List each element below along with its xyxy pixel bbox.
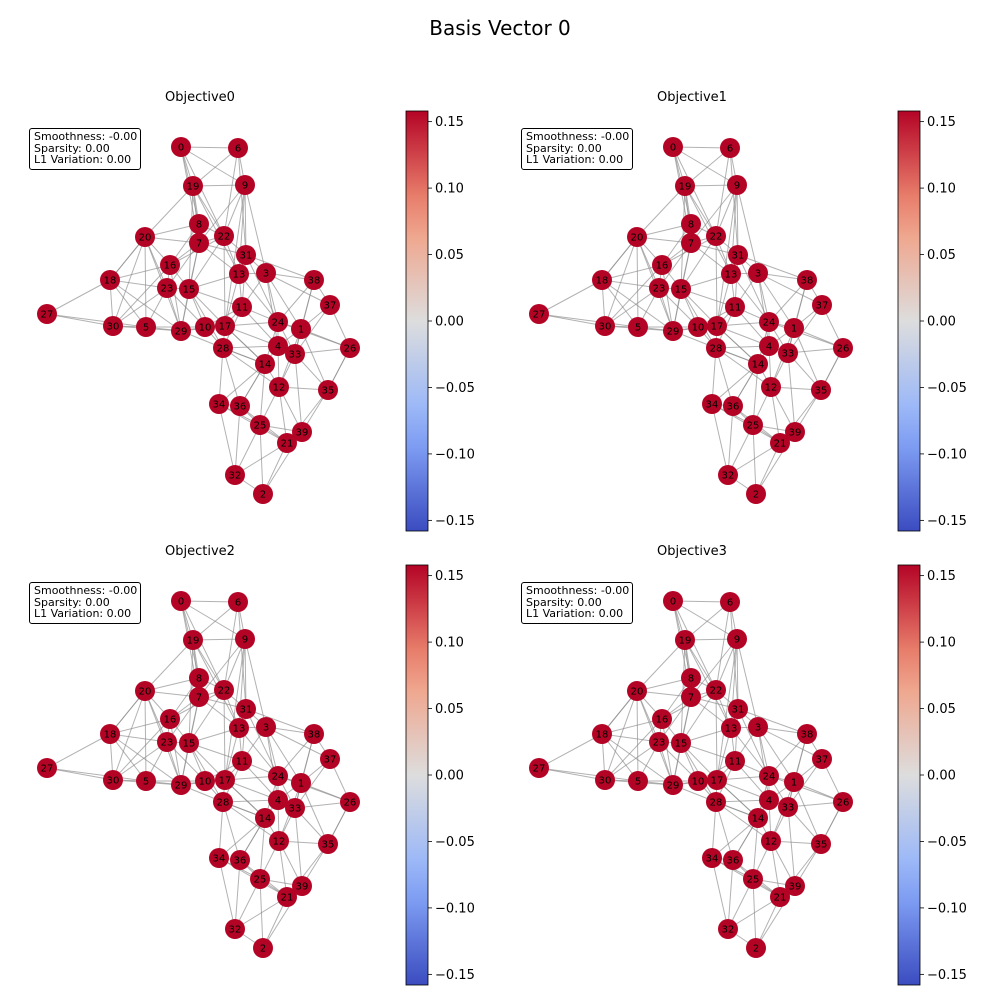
colorbar-tick-label: 0.10 bbox=[435, 636, 464, 651]
stats-l1-variation: L1 Variation: 0.00 bbox=[34, 153, 132, 166]
colorbar-tick-label: 0.15 bbox=[927, 569, 956, 584]
stats-l1-variation: L1 Variation: 0.00 bbox=[34, 607, 132, 620]
colorbar-tick-label: 0.00 bbox=[927, 769, 956, 784]
colorbar-tick-label: 0.15 bbox=[927, 115, 956, 130]
stats-box: Smoothness: -0.00 Sparsity: 0.00 L1 Vari… bbox=[29, 128, 142, 170]
colorbar-tick-label: 0.05 bbox=[927, 702, 956, 717]
colorbar-tick-label: −0.15 bbox=[927, 968, 967, 983]
colorbar-tick-label: −0.10 bbox=[435, 447, 475, 462]
colorbar-tick-label: −0.15 bbox=[435, 968, 475, 983]
colorbar-tick-label: −0.05 bbox=[435, 381, 475, 396]
colorbar-tick-label: −0.05 bbox=[927, 835, 967, 850]
stats-sparsity: Sparsity: 0.00 bbox=[34, 595, 110, 609]
stats-smoothness: Smoothness: -0.00 bbox=[526, 130, 630, 143]
colorbar-tick-label: 0.10 bbox=[435, 182, 464, 197]
panel-title: Objective1 bbox=[657, 90, 727, 105]
colorbar-tick-label: 0.05 bbox=[927, 248, 956, 263]
colorbar-tick-label: 0.05 bbox=[435, 248, 464, 263]
stats-box: Smoothness: -0.00 Sparsity: 0.00 L1 Vari… bbox=[29, 582, 142, 624]
stats-sparsity: Sparsity: 0.00 bbox=[526, 141, 602, 155]
colorbar-tick-label: 0.15 bbox=[435, 115, 464, 130]
stats-smoothness: Smoothness: -0.00 bbox=[34, 130, 138, 143]
colorbar-gradient bbox=[897, 564, 921, 986]
colorbar-tick-label: −0.05 bbox=[435, 835, 475, 850]
stats-sparsity: Sparsity: 0.00 bbox=[34, 141, 110, 155]
stats-box: Smoothness: -0.00 Sparsity: 0.00 L1 Vari… bbox=[521, 128, 634, 170]
stats-sparsity: Sparsity: 0.00 bbox=[526, 595, 602, 609]
figure-title: Basis Vector 0 bbox=[429, 16, 571, 40]
colorbar-tick-label: 0.15 bbox=[435, 569, 464, 584]
colorbar-tick-label: 0.05 bbox=[435, 702, 464, 717]
colorbar-tick-label: 0.10 bbox=[927, 182, 956, 197]
colorbar-tick-label: −0.10 bbox=[435, 901, 475, 916]
panel-title: Objective0 bbox=[165, 90, 235, 105]
colorbar-tick-label: −0.10 bbox=[927, 447, 967, 462]
stats-smoothness: Smoothness: -0.00 bbox=[34, 584, 138, 597]
colorbar-tick-label: −0.05 bbox=[927, 381, 967, 396]
colorbar-tick-label: −0.10 bbox=[927, 901, 967, 916]
stats-l1-variation: L1 Variation: 0.00 bbox=[526, 153, 624, 166]
colorbar-tick-label: 0.00 bbox=[435, 315, 464, 330]
stats-box: Smoothness: -0.00 Sparsity: 0.00 L1 Vari… bbox=[521, 582, 634, 624]
stats-l1-variation: L1 Variation: 0.00 bbox=[526, 607, 624, 620]
colorbar-tick-label: 0.00 bbox=[435, 769, 464, 784]
colorbar-tick-label: 0.10 bbox=[927, 636, 956, 651]
colorbar-tick-label: −0.15 bbox=[435, 514, 475, 529]
colorbar-tick-label: 0.00 bbox=[927, 315, 956, 330]
colorbar-tick-label: −0.15 bbox=[927, 514, 967, 529]
panel-title: Objective2 bbox=[165, 544, 235, 559]
stats-smoothness: Smoothness: -0.00 bbox=[526, 584, 630, 597]
panel-title: Objective3 bbox=[657, 544, 727, 559]
